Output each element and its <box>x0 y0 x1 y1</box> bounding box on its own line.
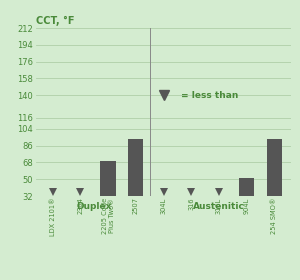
Bar <box>100 160 116 196</box>
Text: CCT, °F: CCT, °F <box>36 16 74 26</box>
Text: = less than: = less than <box>182 91 239 100</box>
Bar <box>128 139 143 196</box>
Bar <box>267 139 282 196</box>
Bar <box>239 178 254 196</box>
Text: Austenitic: Austenitic <box>193 202 245 211</box>
Text: Duplex: Duplex <box>76 202 112 211</box>
